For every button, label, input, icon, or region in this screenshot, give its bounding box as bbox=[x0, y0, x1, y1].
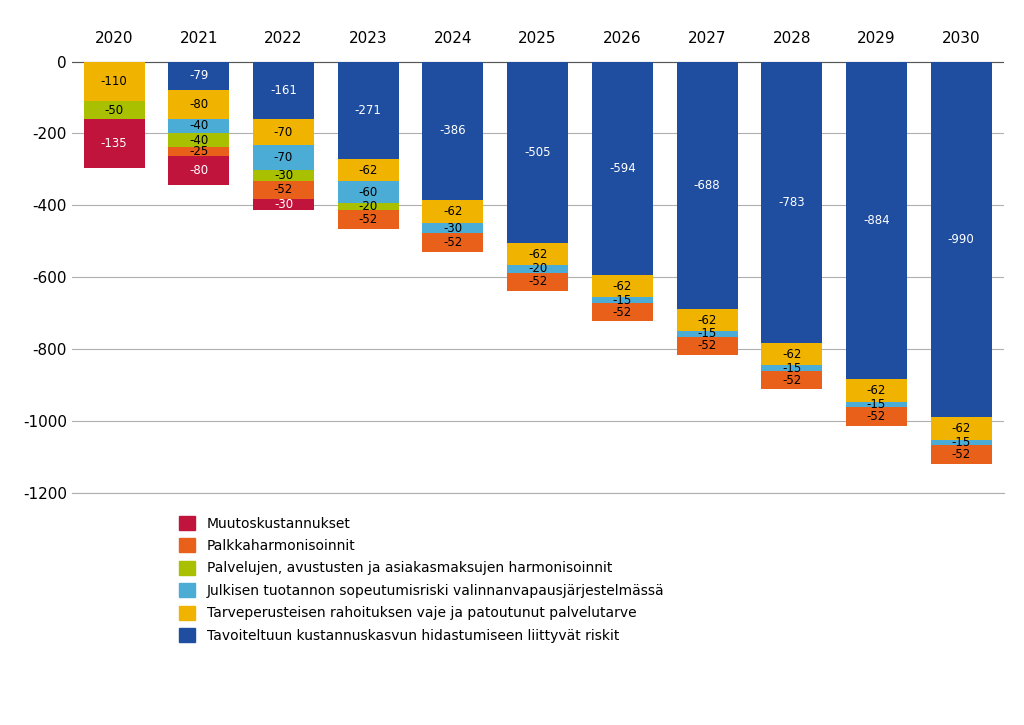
Text: -25: -25 bbox=[189, 146, 208, 159]
Bar bbox=[422, 62, 483, 200]
Bar bbox=[168, 90, 229, 119]
Bar bbox=[168, 133, 229, 147]
Bar bbox=[677, 62, 737, 309]
Text: -62: -62 bbox=[697, 313, 717, 326]
Bar bbox=[931, 445, 991, 464]
Bar bbox=[253, 199, 314, 210]
Text: -70: -70 bbox=[273, 151, 293, 164]
Bar bbox=[422, 200, 483, 223]
Bar bbox=[253, 144, 314, 170]
Text: -15: -15 bbox=[867, 398, 886, 411]
Text: -80: -80 bbox=[189, 165, 208, 178]
Text: -52: -52 bbox=[697, 339, 717, 352]
Bar bbox=[846, 407, 907, 426]
Text: -62: -62 bbox=[358, 164, 378, 177]
Text: -15: -15 bbox=[782, 362, 802, 375]
Text: -20: -20 bbox=[358, 200, 378, 213]
Bar bbox=[84, 119, 144, 167]
Bar bbox=[507, 243, 568, 265]
Bar bbox=[168, 147, 229, 157]
Bar bbox=[592, 275, 653, 297]
Bar bbox=[338, 159, 398, 181]
Bar bbox=[253, 170, 314, 181]
Text: -52: -52 bbox=[867, 410, 886, 423]
Text: -52: -52 bbox=[951, 448, 971, 461]
Text: -15: -15 bbox=[697, 328, 717, 341]
Text: -135: -135 bbox=[100, 137, 127, 150]
Bar bbox=[846, 402, 907, 407]
Text: -80: -80 bbox=[189, 98, 208, 111]
Bar bbox=[677, 309, 737, 331]
Bar bbox=[931, 418, 991, 440]
Text: -505: -505 bbox=[524, 146, 551, 159]
Text: -271: -271 bbox=[354, 104, 382, 117]
Bar bbox=[761, 343, 822, 365]
Bar bbox=[422, 223, 483, 233]
Text: -386: -386 bbox=[439, 125, 466, 138]
Text: -60: -60 bbox=[358, 186, 378, 199]
Bar bbox=[507, 265, 568, 273]
Text: -30: -30 bbox=[443, 222, 463, 234]
Bar bbox=[677, 336, 737, 355]
Text: -15: -15 bbox=[951, 436, 971, 449]
Bar bbox=[253, 181, 314, 199]
Bar bbox=[761, 370, 822, 389]
Bar bbox=[931, 440, 991, 445]
Bar bbox=[338, 210, 398, 228]
Text: -62: -62 bbox=[528, 248, 547, 261]
Bar bbox=[507, 273, 568, 291]
Bar bbox=[846, 379, 907, 402]
Bar bbox=[931, 62, 991, 418]
Text: -783: -783 bbox=[778, 196, 805, 209]
Text: -50: -50 bbox=[104, 104, 124, 117]
Text: -52: -52 bbox=[358, 213, 378, 226]
Bar bbox=[592, 297, 653, 303]
Text: -161: -161 bbox=[270, 84, 297, 97]
Text: -62: -62 bbox=[612, 280, 632, 293]
Bar bbox=[253, 120, 314, 144]
Bar bbox=[677, 331, 737, 336]
Bar bbox=[761, 62, 822, 343]
Text: -62: -62 bbox=[782, 348, 802, 361]
Text: -52: -52 bbox=[612, 306, 632, 319]
Text: -40: -40 bbox=[189, 134, 208, 146]
Text: -52: -52 bbox=[443, 236, 463, 249]
Text: -990: -990 bbox=[948, 233, 975, 246]
Text: -594: -594 bbox=[609, 162, 636, 175]
Text: -52: -52 bbox=[782, 373, 802, 386]
Text: -110: -110 bbox=[100, 75, 127, 88]
Bar bbox=[168, 119, 229, 133]
Bar bbox=[338, 62, 398, 159]
Bar bbox=[84, 62, 144, 101]
Legend: Muutoskustannukset, Palkkaharmonisoinnit, Palvelujen, avustusten ja asiakasmaksu: Muutoskustannukset, Palkkaharmonisoinnit… bbox=[172, 509, 671, 650]
Bar bbox=[592, 303, 653, 321]
Text: -52: -52 bbox=[273, 183, 293, 196]
Text: -30: -30 bbox=[273, 198, 293, 211]
Bar bbox=[592, 62, 653, 275]
Text: -62: -62 bbox=[443, 205, 463, 218]
Text: -688: -688 bbox=[693, 179, 720, 191]
Text: -20: -20 bbox=[528, 262, 547, 276]
Text: -15: -15 bbox=[612, 294, 632, 307]
Bar bbox=[338, 203, 398, 210]
Text: -79: -79 bbox=[189, 70, 209, 82]
Bar bbox=[84, 101, 144, 119]
Text: -62: -62 bbox=[951, 422, 971, 435]
Text: -70: -70 bbox=[273, 125, 293, 138]
Text: -884: -884 bbox=[863, 214, 890, 227]
Bar bbox=[422, 233, 483, 252]
Bar bbox=[338, 181, 398, 203]
Bar bbox=[846, 62, 907, 379]
Text: -62: -62 bbox=[866, 384, 886, 397]
Bar bbox=[761, 365, 822, 370]
Text: -30: -30 bbox=[273, 169, 293, 182]
Bar bbox=[168, 157, 229, 185]
Text: -52: -52 bbox=[528, 276, 547, 289]
Bar bbox=[507, 62, 568, 243]
Bar bbox=[168, 62, 229, 90]
Text: -40: -40 bbox=[189, 120, 208, 133]
Bar bbox=[253, 62, 314, 120]
